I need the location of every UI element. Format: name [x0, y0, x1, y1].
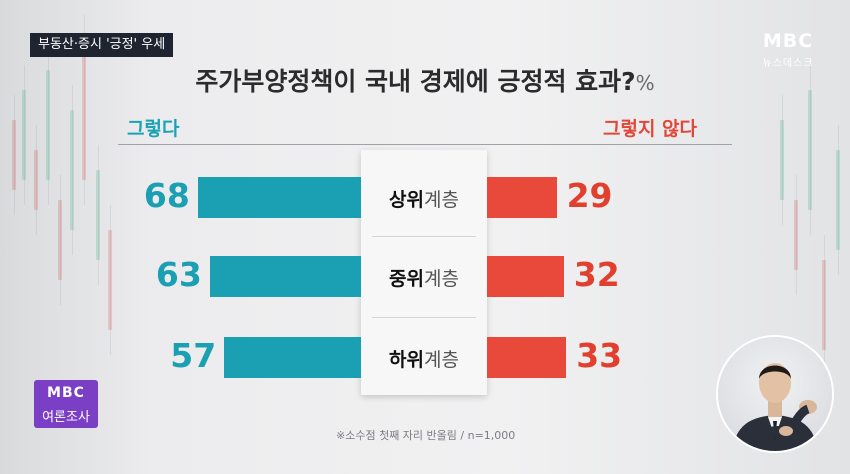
bar-positive — [224, 337, 361, 378]
background-candle-wick — [795, 175, 797, 295]
background-candle-wick — [35, 125, 37, 235]
news-caption: 부동산·증시 '긍정' 우세 — [30, 33, 174, 57]
background-candle — [82, 40, 86, 180]
value-label-negative: 33 — [576, 336, 623, 375]
background-candle-wick — [23, 65, 25, 205]
row-separator — [372, 317, 476, 318]
poll-badge: MBC 여론조사 — [34, 380, 98, 428]
background-candle — [46, 70, 50, 180]
logo-sub-text: 뉴스데스크 — [762, 58, 814, 69]
category-label-main: 하위 — [389, 349, 424, 371]
poll-badge-label: 여론조사 — [42, 410, 90, 425]
background-candle-wick — [83, 15, 85, 205]
bar-negative — [487, 337, 567, 378]
poll-badge-brand: MBC — [47, 385, 85, 401]
category-label: 중위계층 — [361, 264, 487, 291]
value-label-positive: 57 — [170, 336, 217, 375]
bar-positive — [197, 177, 361, 218]
background-candle — [780, 120, 784, 200]
category-label-main: 상위 — [389, 189, 424, 211]
background-candle — [70, 110, 74, 230]
background-candle-wick — [47, 45, 49, 205]
legend-positive: 그렇다 — [127, 118, 180, 140]
background-candle-wick — [837, 125, 839, 275]
value-label-negative: 32 — [573, 255, 620, 294]
background-candle — [836, 150, 840, 250]
mbc-logo: MBC 뉴스데스크 — [752, 30, 824, 69]
footnote: ※소수점 첫째 자리 반올림 / n=1,000 — [336, 429, 516, 442]
category-label-suffix: 계층 — [424, 268, 459, 290]
value-label-positive: 68 — [143, 176, 190, 215]
category-label-suffix: 계층 — [424, 349, 459, 371]
background-candle — [808, 90, 812, 210]
background-candle-wick — [71, 85, 73, 255]
background-candle-wick — [59, 175, 61, 305]
value-label-negative: 29 — [566, 176, 613, 215]
sign-language-interpreter — [718, 337, 832, 451]
background-candle-wick — [13, 95, 15, 215]
background-candle — [794, 200, 798, 270]
background-candle — [96, 170, 100, 260]
background-candle-wick — [809, 65, 811, 235]
background-candle — [58, 200, 62, 280]
category-label: 상위계층 — [361, 185, 487, 212]
background-candle — [108, 230, 112, 330]
category-label: 하위계층 — [361, 345, 487, 372]
category-label-main: 중위 — [389, 268, 424, 290]
background-candle — [34, 150, 38, 210]
category-label-suffix: 계층 — [424, 189, 459, 211]
row-separator — [372, 236, 476, 237]
background-candle-wick — [97, 145, 99, 285]
header-divider — [118, 144, 732, 145]
logo-main-text: MBC — [762, 30, 814, 52]
chart-title-unit: % — [635, 71, 655, 95]
background-candle — [12, 120, 16, 190]
chart-title: 주가부양정책이 국내 경제에 긍정적 효과?% — [0, 62, 850, 98]
interpreter-figure — [732, 363, 818, 451]
legend-negative: 그렇지 않다 — [603, 118, 698, 140]
chart-title-text: 주가부양정책이 국내 경제에 긍정적 효과? — [195, 67, 636, 96]
bar-negative — [487, 177, 557, 218]
bar-positive — [209, 256, 361, 297]
value-label-positive: 63 — [155, 255, 202, 294]
background-candle — [22, 90, 26, 180]
background-candle-wick — [781, 95, 783, 225]
background-candle-wick — [109, 205, 111, 355]
bar-negative — [487, 256, 564, 297]
background-candle-wick — [823, 235, 825, 375]
category-panel — [361, 150, 487, 395]
background-candle — [822, 260, 826, 350]
